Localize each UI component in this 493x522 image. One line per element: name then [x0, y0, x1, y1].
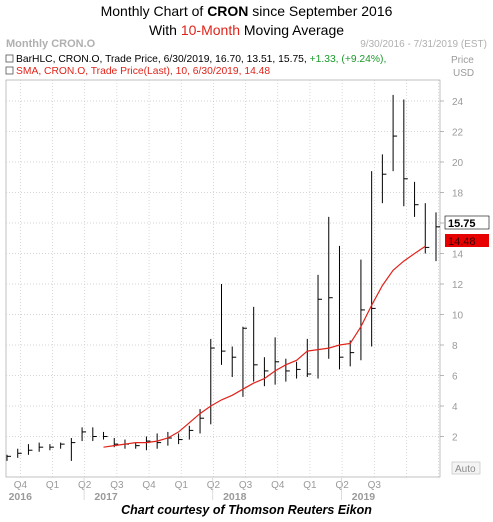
x-year-label: 2018 [223, 491, 247, 503]
price-bar [435, 212, 440, 262]
price-bar [135, 442, 140, 449]
price-bar [210, 338, 215, 425]
chart-title: Monthly Chart of CRON since September 20… [0, 2, 493, 40]
y-tick-label: 20 [452, 158, 464, 169]
chart-header-range: 9/30/2016 - 7/31/2019 (EST) [360, 39, 487, 50]
price-bar [328, 216, 333, 359]
price-bar [360, 259, 365, 361]
y-tick-label: 22 [452, 128, 464, 139]
currency-axis-label: USD [453, 68, 474, 79]
price-bar [70, 438, 76, 461]
x-quarter-label: Q2 [78, 480, 92, 491]
x-quarter-label: Q3 [239, 480, 253, 491]
price-bar [317, 274, 323, 379]
x-quarter-label: Q3 [110, 480, 124, 491]
price-bar [38, 442, 44, 452]
ma-period: 10-Month [180, 22, 240, 38]
price-bar [27, 444, 33, 455]
price-axis-label: Price [451, 55, 474, 66]
x-quarter-label: Q1 [175, 480, 189, 491]
x-quarter-label: Q2 [335, 480, 349, 491]
price-bar [424, 203, 430, 254]
x-quarter-label: Q4 [142, 480, 156, 491]
x-quarter-label: Q2 [207, 480, 221, 491]
title-line-2: With 10-Month Moving Average [148, 22, 345, 38]
price-bar [145, 436, 151, 451]
x-quarter-label: Q1 [303, 480, 317, 491]
legend-bars-text: BarHLC, CRON.O, Trade Price, 6/30/2019, … [16, 54, 386, 65]
price-bar [371, 171, 376, 347]
price-bar [178, 433, 183, 445]
price-bar [81, 427, 87, 442]
price-bar [285, 358, 290, 382]
x-quarter-label: Q4 [271, 480, 285, 491]
chart-header-name: Monthly CRON.O [6, 38, 96, 50]
price-bar [381, 154, 387, 204]
price-bar [6, 454, 11, 461]
x-year-label: 2019 [352, 491, 376, 503]
grid [5, 79, 441, 478]
price-bar [17, 448, 22, 458]
price-bar [103, 431, 108, 440]
x-quarter-label: Q3 [368, 480, 382, 491]
y-tick-label: 12 [452, 280, 464, 291]
price-bar [253, 306, 258, 382]
auto-scale-button[interactable]: Auto [451, 461, 481, 475]
price-bar [188, 425, 194, 440]
last-sma-label: 14.48 [448, 236, 476, 248]
legend-checkbox-bars[interactable] [5, 54, 14, 63]
sma-line [103, 245, 426, 448]
legend-checkbox-sma[interactable] [5, 66, 14, 75]
last-price-label: 15.75 [448, 218, 476, 230]
y-tick-label: 6 [452, 372, 458, 383]
price-bar [92, 427, 97, 442]
price-bar [49, 444, 54, 451]
x-axis: Q4 Q1 Q2 Q3 Q4 Q1 Q2 Q3 Q4 Q1 Q2 Q3 2016 2017 2018 2019 [9, 478, 382, 503]
y-tick-label: 4 [452, 402, 458, 413]
price-bar [221, 284, 226, 365]
chart-credit: Chart courtesy of Thomson Reuters Eikon [121, 503, 372, 517]
price-bar [274, 337, 280, 385]
legend-sma-text: SMA, CRON.O, Trade Price(Last), 10, 6/30… [16, 66, 270, 77]
x-year-label: 2017 [94, 491, 118, 503]
price-bar [306, 338, 312, 378]
price-bar [242, 326, 247, 397]
price-bar [296, 361, 301, 379]
last-sma-marker: 14.48 [445, 234, 489, 248]
price-bar [263, 357, 269, 387]
ticker: CRON [207, 3, 249, 19]
legend: BarHLC, CRON.O, Trade Price, 6/30/2019, … [5, 54, 386, 77]
auto-scale-label: Auto [455, 464, 476, 475]
price-bar [231, 346, 237, 378]
price-bar [403, 99, 408, 207]
y-tick-label: 14 [452, 250, 464, 261]
price-bar [60, 442, 65, 449]
price-bar [392, 94, 398, 172]
price-bar [414, 181, 419, 217]
x-year-label: 2016 [9, 491, 33, 503]
x-quarter-label: Q4 [14, 480, 28, 491]
y-tick-label: 2 [452, 433, 458, 444]
title-line-1: Monthly Chart of CRON since September 20… [100, 3, 393, 19]
last-price-marker: 15.75 [444, 215, 490, 230]
y-tick-label: 24 [452, 97, 464, 108]
price-bars [6, 94, 440, 461]
price-bar [349, 340, 355, 367]
chart-background [0, 38, 493, 500]
y-tick-label: 8 [452, 341, 458, 352]
plot-frame [5, 79, 441, 478]
price-bar [338, 245, 344, 370]
y-tick-label: 10 [452, 311, 464, 322]
x-quarter-label: Q1 [46, 480, 60, 491]
y-tick-label: 18 [452, 189, 464, 200]
